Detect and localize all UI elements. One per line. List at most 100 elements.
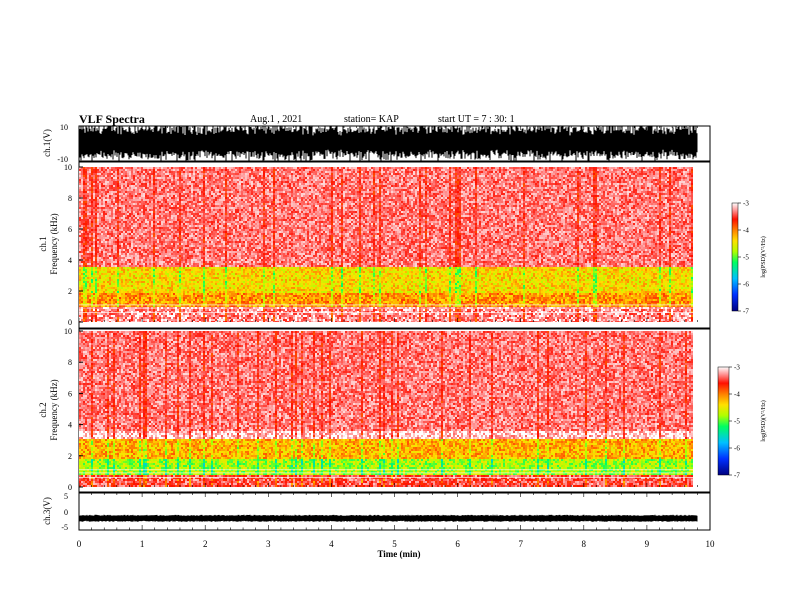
spec-cell: [151, 257, 153, 259]
spec-cell: [103, 255, 105, 257]
spec-cell: [81, 175, 83, 177]
spec-cell: [177, 279, 179, 281]
spec-cell: [113, 235, 115, 237]
spec-cell: [195, 319, 197, 321]
spec-cell: [139, 245, 141, 247]
spec-cell: [93, 187, 95, 189]
spec-cell: [159, 269, 161, 271]
spec-cell: [113, 303, 115, 305]
spec-cell: [113, 169, 115, 171]
spec-cell: [195, 173, 197, 175]
spec-cell: [177, 235, 179, 237]
spec-cell: [127, 295, 129, 297]
spec-cell: [189, 315, 191, 317]
spec-cell: [205, 223, 207, 225]
spec-cell: [89, 291, 91, 293]
spec-cell: [151, 213, 153, 215]
spec-cell: [145, 267, 147, 269]
spec-cell: [103, 215, 105, 217]
spec-cell: [147, 227, 149, 229]
spec-cell: [183, 195, 185, 197]
spec-cell: [205, 187, 207, 189]
spec-cell: [189, 197, 191, 199]
spec-cell: [81, 257, 83, 259]
spec-cell: [185, 199, 187, 201]
spec-cell: [201, 183, 203, 185]
spec-cell: [135, 285, 137, 287]
spec-cell: [169, 263, 171, 265]
spec-cell: [179, 209, 181, 211]
spec-cell: [191, 241, 193, 243]
spec-cell: [171, 211, 173, 213]
spec-cell: [119, 221, 121, 223]
spec-cell: [205, 263, 207, 265]
spec-cell: [129, 309, 131, 311]
spec-cell: [129, 255, 131, 257]
spec-cell: [111, 247, 113, 249]
spec-cell: [191, 243, 193, 245]
spec-cell: [93, 275, 95, 277]
spec-cell: [205, 229, 207, 231]
spec-cell: [151, 229, 153, 231]
spec-cell: [165, 173, 167, 175]
spec-cell: [131, 221, 133, 223]
spec-cell: [161, 179, 163, 181]
spec-cell: [99, 275, 101, 277]
spec-cell: [149, 291, 151, 293]
spec-cell: [137, 269, 139, 271]
spec-cell: [79, 217, 81, 219]
spec-cell: [99, 237, 101, 239]
spec-cell: [115, 291, 117, 293]
spec-cell: [189, 299, 191, 301]
spec-cell: [197, 317, 199, 319]
spec-cell: [205, 247, 207, 249]
spec-cell: [165, 297, 167, 299]
spec-cell: [89, 255, 91, 257]
spec-cell: [137, 265, 139, 267]
spec-cell: [161, 261, 163, 263]
spec-cell: [157, 295, 159, 297]
spec-cell: [123, 273, 125, 275]
spec-cell: [195, 185, 197, 187]
spec-cell: [111, 201, 113, 203]
spec-cell: [153, 193, 155, 195]
spec-cell: [139, 271, 141, 273]
spec-cell: [91, 227, 93, 229]
spec-cell: [115, 247, 117, 249]
spec-cell: [95, 309, 97, 311]
spec-cell: [187, 175, 189, 177]
spec-cell: [165, 199, 167, 201]
spec-cell: [131, 267, 133, 269]
spec-cell: [113, 217, 115, 219]
spec-cell: [133, 275, 135, 277]
spec-cell: [121, 211, 123, 213]
spec-cell: [185, 187, 187, 189]
spec-cell: [181, 213, 183, 215]
spec-cell: [145, 261, 147, 263]
spec-cell: [197, 195, 199, 197]
spec-cell: [109, 215, 111, 217]
spec-cell: [143, 193, 145, 195]
spec-cell: [179, 185, 181, 187]
spec-cell: [201, 259, 203, 261]
spec-cell: [203, 273, 205, 275]
spec-cell: [125, 193, 127, 195]
spec-cell: [189, 203, 191, 205]
spec-cell: [101, 309, 103, 311]
spec-cell: [183, 285, 185, 287]
spec-cell: [87, 183, 89, 185]
spec-cell: [205, 189, 207, 191]
spec-cell: [205, 285, 207, 287]
spec-cell: [197, 239, 199, 241]
spec-cell: [159, 195, 161, 197]
spec-cell: [145, 187, 147, 189]
spec-cell: [207, 185, 209, 187]
spec-cell: [93, 317, 95, 319]
spec-cell: [179, 301, 181, 303]
spec-cell: [169, 299, 171, 301]
spec-cell: [85, 305, 87, 307]
spec-cell: [119, 259, 121, 261]
spec-cell: [111, 237, 113, 239]
spec-cell: [109, 251, 111, 253]
spec-cell: [79, 231, 81, 233]
